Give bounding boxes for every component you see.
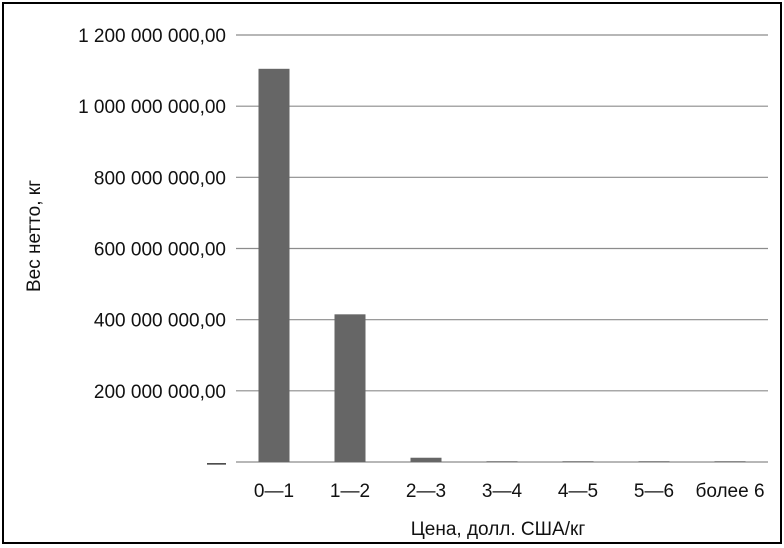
bar-chart: — 200 000 000,00 400 000 000,00 600 000 000… <box>24 26 768 540</box>
y-tick-label: 800 000 000,00 <box>94 168 226 189</box>
y-tick-label: 400 000 000,00 <box>94 311 226 332</box>
x-tick-label: 2—3 <box>406 481 446 502</box>
x-tick-label: 0—1 <box>254 481 294 502</box>
x-axis-title: Цена, долл. США/кг <box>411 519 586 540</box>
x-tick-label: 3—4 <box>482 481 523 502</box>
bar <box>258 68 290 462</box>
x-tick-labels: 0—1 1—2 2—3 3—4 4—5 5—6 более 6 <box>254 481 765 502</box>
bars <box>258 68 746 462</box>
bar <box>334 314 366 462</box>
y-tick-label: 1 200 000 000,00 <box>78 26 226 47</box>
x-tick-label: 1—2 <box>330 481 370 502</box>
bar <box>638 461 670 462</box>
x-tick-label: 5—6 <box>634 481 674 502</box>
x-tick-label: 4—5 <box>558 481 598 502</box>
bar <box>410 457 442 462</box>
y-tick-label: 600 000 000,00 <box>94 240 226 261</box>
y-axis-title: Вес нетто, кг <box>24 180 45 292</box>
y-tick-label: — <box>207 453 226 474</box>
x-tick-label: более 6 <box>695 481 764 502</box>
y-tick-labels: — 200 000 000,00 400 000 000,00 600 000 000… <box>78 26 226 474</box>
bar <box>714 461 746 462</box>
y-tick-label: 1 000 000 000,00 <box>78 97 226 118</box>
bar <box>562 461 594 462</box>
y-tick-label: 200 000 000,00 <box>94 382 226 403</box>
gridlines <box>236 34 768 463</box>
bar <box>486 461 518 462</box>
